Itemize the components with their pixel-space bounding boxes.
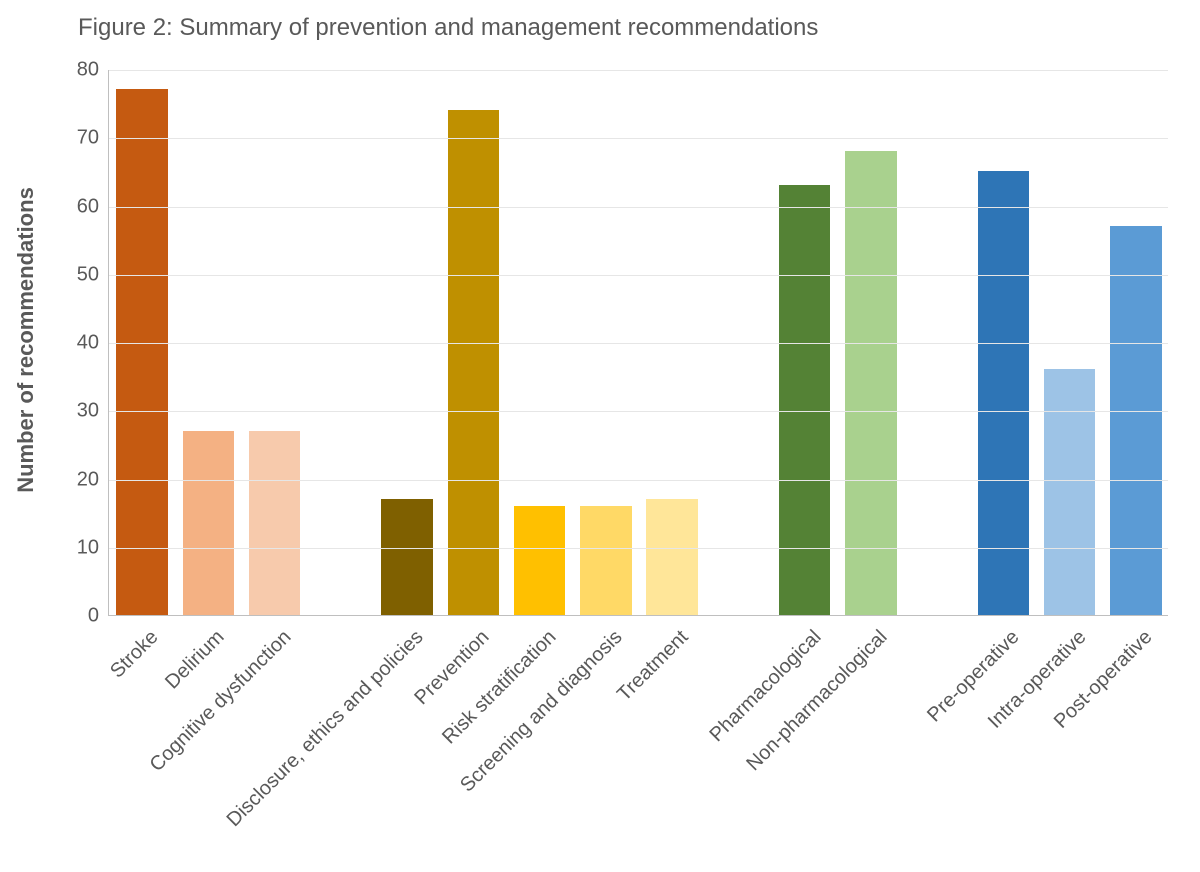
- bar: [116, 89, 168, 615]
- gridline: [109, 207, 1168, 208]
- chart-title: Figure 2: Summary of prevention and mana…: [78, 14, 818, 42]
- x-tick-label: Delirium: [162, 626, 230, 694]
- x-axis-labels: StrokeDeliriumCognitive dysfunctionDiscl…: [108, 616, 1168, 872]
- bar: [580, 506, 632, 615]
- bar: [1110, 226, 1162, 615]
- bar: [845, 151, 897, 615]
- gridline: [109, 275, 1168, 276]
- bar: [646, 499, 698, 615]
- bar: [249, 431, 301, 615]
- plot-area: 01020304050607080: [108, 70, 1168, 616]
- y-tick-label: 40: [77, 332, 99, 355]
- y-tick-label: 0: [88, 605, 99, 628]
- x-tick-label: Pharmacological: [705, 626, 826, 747]
- bar: [183, 431, 235, 615]
- gridline: [109, 138, 1168, 139]
- gridline: [109, 411, 1168, 412]
- bar: [381, 499, 433, 615]
- bar: [779, 185, 831, 615]
- gridline: [109, 548, 1168, 549]
- x-tick-label: Treatment: [613, 626, 693, 706]
- y-tick-label: 10: [77, 536, 99, 559]
- gridline: [109, 343, 1168, 344]
- x-tick-label: Risk stratification: [438, 626, 561, 749]
- gridline: [109, 480, 1168, 481]
- bar: [514, 506, 566, 615]
- y-tick-label: 50: [77, 263, 99, 286]
- bar: [1044, 369, 1096, 615]
- y-tick-label: 20: [77, 468, 99, 491]
- gridline: [109, 70, 1168, 71]
- bar: [448, 110, 500, 615]
- y-tick-label: 60: [77, 195, 99, 218]
- y-tick-label: 80: [77, 59, 99, 82]
- x-tick-label: Stroke: [106, 626, 163, 683]
- y-axis-label-container: Number of recommendations: [6, 0, 46, 620]
- y-axis-label: Number of recommendations: [13, 187, 39, 493]
- figure-container: Figure 2: Summary of prevention and mana…: [0, 0, 1200, 872]
- y-tick-label: 70: [77, 127, 99, 150]
- y-tick-label: 30: [77, 400, 99, 423]
